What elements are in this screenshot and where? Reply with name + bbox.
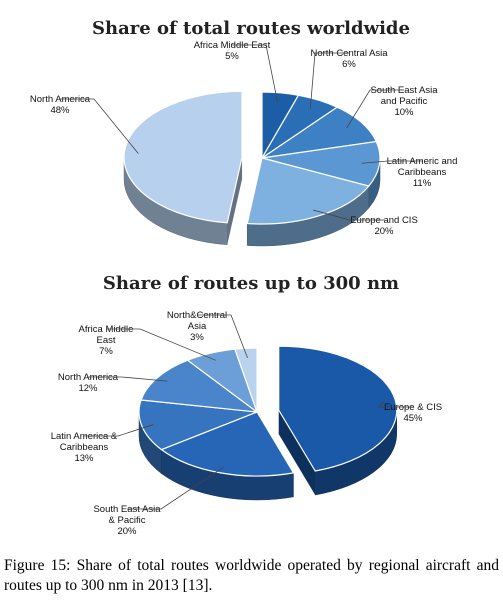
pie-slice bbox=[140, 359, 260, 413]
slice-name: & Pacific bbox=[109, 515, 146, 526]
slice-value: 6% bbox=[342, 59, 356, 70]
pie-slice bbox=[246, 157, 370, 225]
leader-line bbox=[127, 466, 225, 510]
slice-value: 3% bbox=[190, 332, 204, 343]
slice-name: Latin Americ and bbox=[387, 156, 458, 167]
slice-name: Europe & CIS bbox=[384, 402, 442, 413]
slice-value: 20% bbox=[117, 526, 137, 537]
pie-slice bbox=[123, 90, 243, 224]
leader-line bbox=[84, 424, 154, 437]
slice-name: Asia bbox=[188, 321, 207, 332]
leader-line bbox=[346, 89, 404, 129]
leader-line bbox=[313, 209, 384, 221]
pie-slice bbox=[278, 345, 398, 472]
slice-name: South East Asia bbox=[93, 504, 161, 515]
leader-line bbox=[60, 98, 139, 154]
slice-value: 11% bbox=[413, 178, 432, 189]
leader-line bbox=[309, 52, 349, 109]
leader-line bbox=[197, 314, 248, 358]
slice-name: North Central Asia bbox=[310, 48, 388, 59]
slice-name: North&Central bbox=[167, 310, 227, 321]
pie-slice bbox=[234, 347, 258, 413]
slice-value: 45% bbox=[403, 413, 423, 424]
chart-routes-300nm: Share of routes up to 300 nm Europe & CIS… bbox=[51, 273, 442, 537]
pie-slice bbox=[261, 140, 381, 187]
slice-value: 13% bbox=[74, 453, 94, 464]
slice-name: Europe and CIS bbox=[350, 215, 418, 226]
chart-title: Share of routes up to 300 nm bbox=[103, 273, 399, 294]
slice-name: and Pacific bbox=[381, 96, 428, 107]
figure-caption: Figure 15: Share of total routes worldwi… bbox=[4, 556, 499, 596]
leader-line bbox=[106, 328, 216, 361]
pie-slice bbox=[138, 399, 258, 451]
slice-value: 20% bbox=[374, 226, 394, 237]
slice-value: 48% bbox=[50, 105, 70, 116]
leader-line bbox=[88, 376, 168, 382]
caption-text: Share of total routes worldwide operated… bbox=[4, 557, 499, 594]
caption-label: Figure 15: bbox=[4, 557, 71, 574]
slice-name: Africa Middle bbox=[79, 324, 134, 335]
slice-name: North America bbox=[30, 94, 91, 105]
leader-line bbox=[232, 44, 279, 103]
slice-name: East bbox=[96, 335, 115, 346]
slice-name: South East Asia bbox=[370, 85, 438, 96]
slice-value: 5% bbox=[225, 51, 239, 62]
slice-name: Caribbeans bbox=[398, 167, 447, 178]
leader-line bbox=[378, 400, 413, 408]
leader-line bbox=[361, 160, 422, 164]
chart-title: Share of total routes worldwide bbox=[92, 18, 410, 39]
slice-name: North America bbox=[58, 372, 119, 383]
slice-name: Caribbeans bbox=[60, 442, 109, 453]
slice-value: 7% bbox=[99, 346, 113, 357]
slice-name: Africa Middle East bbox=[194, 40, 271, 51]
slice-name: Latin America & bbox=[51, 431, 118, 442]
pie-slice bbox=[160, 411, 295, 477]
slice-value: 12% bbox=[78, 383, 98, 394]
slice-value: 10% bbox=[394, 107, 414, 118]
